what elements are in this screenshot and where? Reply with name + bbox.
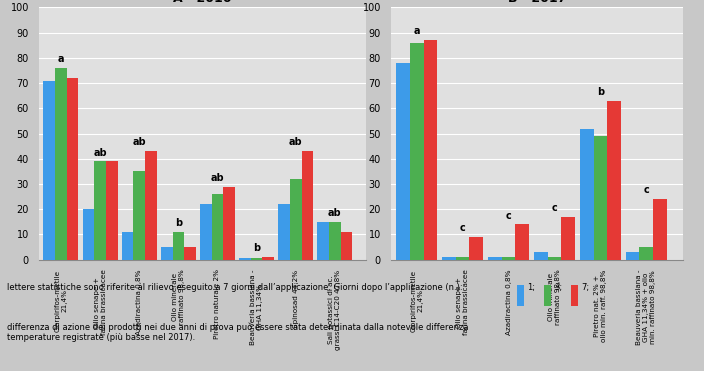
Bar xyxy=(55,68,67,260)
FancyBboxPatch shape xyxy=(517,285,524,306)
Bar xyxy=(341,232,352,260)
Title: A - 2016: A - 2016 xyxy=(173,0,232,5)
Bar xyxy=(410,43,424,260)
Text: 3;: 3; xyxy=(554,283,562,292)
Bar xyxy=(239,259,251,260)
Text: b: b xyxy=(175,218,182,228)
Text: ab: ab xyxy=(93,148,107,158)
Text: 1;: 1; xyxy=(527,283,535,292)
Bar xyxy=(212,194,223,260)
Text: ab: ab xyxy=(328,208,341,218)
Text: ab: ab xyxy=(210,173,225,183)
Bar xyxy=(44,81,55,260)
Bar xyxy=(145,151,157,260)
Bar xyxy=(106,161,118,260)
Text: c: c xyxy=(460,223,465,233)
Bar xyxy=(456,257,470,260)
Bar xyxy=(82,209,94,260)
Bar xyxy=(263,257,274,260)
Bar xyxy=(561,217,575,260)
Text: lettere statistiche sono riferite al rilievo eseguito a 7 giorni dall’applicazio: lettere statistiche sono riferite al ril… xyxy=(7,283,463,292)
Bar xyxy=(161,247,172,260)
Bar xyxy=(515,224,529,260)
Bar xyxy=(318,222,329,260)
Text: b: b xyxy=(597,87,604,97)
Bar xyxy=(534,252,548,260)
Text: differenza di azione dei prodotti nei due anni di prova può essere stata determi: differenza di azione dei prodotti nei du… xyxy=(7,322,469,342)
Text: c: c xyxy=(643,186,649,196)
Text: c: c xyxy=(505,211,511,221)
Bar xyxy=(593,136,608,260)
Text: b: b xyxy=(253,243,260,253)
Bar xyxy=(396,63,410,260)
Bar xyxy=(442,257,456,260)
Bar xyxy=(608,101,621,260)
Title: B - 2017: B - 2017 xyxy=(508,0,566,5)
Bar xyxy=(200,204,212,260)
Text: ab: ab xyxy=(289,137,303,147)
Bar xyxy=(548,257,561,260)
Text: ab: ab xyxy=(132,137,146,147)
Bar xyxy=(424,40,437,260)
Bar xyxy=(626,252,639,260)
Text: a: a xyxy=(413,26,420,36)
Bar xyxy=(122,232,133,260)
FancyBboxPatch shape xyxy=(544,285,551,306)
Bar xyxy=(223,187,235,260)
Bar xyxy=(301,151,313,260)
Bar xyxy=(184,247,196,260)
Text: 7;: 7; xyxy=(581,283,589,292)
Bar xyxy=(94,161,106,260)
Bar xyxy=(488,257,502,260)
Bar xyxy=(502,257,515,260)
Text: a: a xyxy=(58,54,64,64)
Bar xyxy=(580,128,593,260)
Bar xyxy=(639,247,653,260)
Bar xyxy=(470,237,483,260)
Bar xyxy=(172,232,184,260)
Bar xyxy=(278,204,290,260)
Bar xyxy=(290,179,301,260)
Text: c: c xyxy=(552,203,558,213)
Bar xyxy=(329,222,341,260)
Bar xyxy=(653,199,667,260)
Bar xyxy=(251,259,263,260)
Bar xyxy=(133,171,145,260)
Bar xyxy=(67,78,78,260)
FancyBboxPatch shape xyxy=(571,285,578,306)
